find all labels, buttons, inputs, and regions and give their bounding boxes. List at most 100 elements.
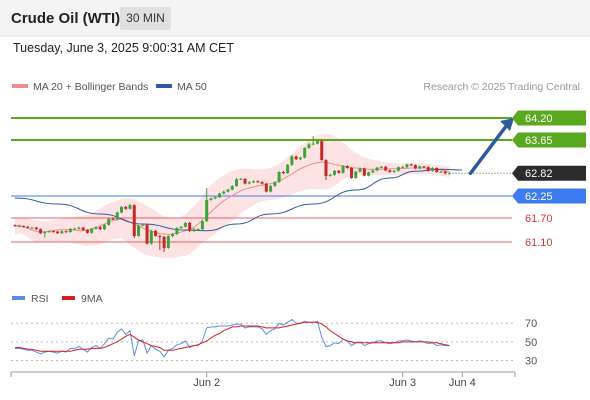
candle	[371, 169, 375, 174]
candle-body	[303, 148, 307, 158]
candle	[354, 170, 358, 179]
candle	[73, 227, 77, 230]
candle	[350, 167, 354, 179]
candle	[34, 226, 38, 230]
candle	[179, 226, 183, 229]
candle	[239, 178, 243, 180]
candle-body	[371, 170, 375, 173]
candle	[294, 155, 298, 160]
candle	[435, 167, 439, 173]
legend-label: RSI	[31, 293, 49, 305]
candle	[30, 226, 34, 229]
candle-body	[367, 172, 371, 176]
candle-body	[243, 178, 247, 184]
candle-body	[213, 197, 217, 199]
candle	[290, 155, 294, 166]
label-box	[512, 110, 586, 126]
candle-body	[39, 229, 43, 234]
candle-body	[175, 228, 179, 234]
label-box	[512, 165, 586, 181]
candle	[68, 228, 72, 233]
candle	[120, 206, 123, 214]
candle-body	[328, 174, 332, 176]
candle-body	[85, 230, 89, 233]
candle-body	[290, 156, 294, 165]
candle	[200, 220, 204, 230]
candle	[252, 180, 256, 184]
candle	[205, 188, 209, 222]
candle-body	[68, 228, 72, 232]
label-box	[512, 132, 586, 148]
last-label: 62.82	[512, 165, 586, 181]
candle	[337, 170, 341, 174]
rsi-line	[15, 318, 450, 358]
rsi-tick-label: 70	[525, 318, 537, 330]
rsi-legend: RSI 9MA	[12, 293, 103, 305]
candle	[269, 184, 273, 193]
candle-body	[405, 164, 409, 168]
candle	[56, 230, 60, 234]
candlesticks	[13, 136, 452, 252]
candle	[230, 185, 234, 191]
candle-body	[435, 168, 439, 172]
label-text: 62.25	[525, 191, 553, 203]
candle	[213, 196, 217, 200]
candle-body	[422, 166, 426, 168]
timeframe-badge[interactable]: 30 MIN	[120, 7, 171, 30]
candle-body	[77, 227, 81, 229]
timestamp: Tuesday, June 3, 2025 9:00:31 AM CET	[13, 41, 234, 55]
candle	[217, 192, 221, 198]
candle	[158, 234, 162, 250]
candle-body	[409, 164, 413, 166]
candle	[209, 197, 213, 201]
ma50-line	[14, 168, 463, 232]
candle	[154, 230, 158, 237]
credit-text: Research © 2025 Trading Central	[423, 81, 580, 93]
rsi-tick-label: 30	[525, 356, 537, 368]
candle-body	[132, 205, 136, 236]
candle-body	[162, 236, 166, 248]
candle	[409, 163, 413, 166]
candle-body	[273, 182, 277, 186]
candle	[60, 230, 64, 234]
level-labels: 64.20 63.65 62.82 62.25 61.70 61.10	[512, 110, 586, 249]
candle-body	[192, 229, 196, 231]
candle	[298, 156, 302, 160]
candle	[22, 225, 26, 228]
arrow-head	[500, 118, 514, 131]
candle-body	[426, 167, 430, 171]
candle-body	[337, 170, 341, 173]
candle-body	[230, 186, 234, 190]
candle	[320, 140, 324, 161]
candle	[401, 166, 405, 169]
candle-body	[256, 181, 260, 183]
candle-body	[277, 172, 281, 182]
candle-body	[307, 144, 311, 148]
candle	[367, 171, 371, 177]
support-label: 61.10	[525, 237, 553, 249]
candle	[145, 223, 149, 245]
candle-body	[388, 170, 392, 172]
candle	[375, 166, 379, 172]
candle	[426, 166, 430, 172]
candle-body	[286, 164, 290, 174]
label-text: 62.82	[525, 168, 553, 180]
candle	[111, 217, 115, 220]
candle-body	[226, 189, 230, 192]
candle-body	[260, 182, 264, 184]
candle-body	[448, 173, 452, 175]
candle	[196, 228, 200, 231]
candle	[243, 178, 247, 185]
level-lines	[11, 117, 512, 243]
candle-body	[166, 236, 170, 248]
candle	[358, 167, 362, 173]
x-tick-label: Jun 3	[389, 377, 416, 389]
candle-body	[269, 186, 273, 192]
rsi-tick-label: 50	[525, 337, 537, 349]
candle-body	[30, 227, 34, 229]
candle-body	[341, 166, 345, 173]
candle-body	[183, 222, 187, 227]
candle-body	[439, 171, 443, 173]
candle-body	[413, 165, 417, 169]
